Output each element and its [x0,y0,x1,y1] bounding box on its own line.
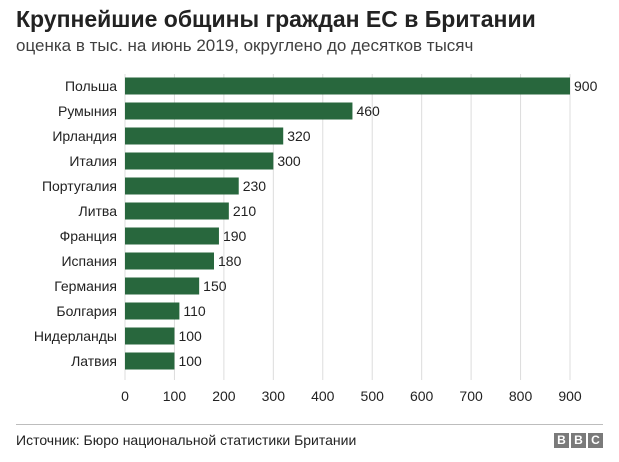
category-label: Германия [54,278,117,294]
bar [125,177,239,195]
bar [125,202,229,220]
x-tick-label: 800 [509,388,533,404]
x-tick-label: 100 [163,388,187,404]
category-label: Нидерланды [34,328,117,344]
bar [125,77,570,95]
value-label: 460 [356,103,380,119]
value-label: 190 [223,228,247,244]
category-label: Франция [60,228,117,244]
category-label: Испания [61,253,117,269]
value-label: 900 [574,78,598,94]
bar [125,277,200,295]
chart-subtitle: оценка в тыс. на июнь 2019, округлено до… [16,36,474,55]
x-tick-label: 900 [558,388,582,404]
bar [125,152,274,170]
value-label: 320 [287,128,311,144]
x-tick-label: 500 [361,388,385,404]
x-tick-label: 400 [311,388,335,404]
category-label: Польша [65,78,117,94]
bar [125,352,175,370]
source-note: Источник: Бюро национальной статистики Б… [16,432,357,448]
value-label: 230 [243,178,267,194]
x-tick-label: 0 [121,388,129,404]
bar [125,227,219,245]
category-label: Латвия [71,353,117,369]
bbc-logo: B B C [554,433,603,448]
bar [125,102,353,120]
x-tick-label: 300 [262,388,286,404]
value-label: 300 [277,153,301,169]
category-label: Италия [69,153,117,169]
category-label: Ирландия [52,128,117,144]
category-label: Литва [79,203,118,219]
category-label: Португалия [42,178,117,194]
chart-title: Крупнейшие общины граждан ЕС в Британии [16,6,536,32]
logo-letter-b1: B [554,433,569,448]
x-tick-label: 600 [410,388,434,404]
logo-letter-b2: B [571,433,586,448]
bar-chart: Польша 900 Румыния 460 Ирландия 320 Италия 300 П… [34,74,598,404]
logo-letter-c: C [588,433,603,448]
bar [125,127,284,145]
value-label: 180 [218,253,242,269]
value-label: 150 [203,278,227,294]
value-label: 110 [183,303,206,319]
category-label: Болгария [56,303,117,319]
bar [125,302,180,320]
bar [125,252,214,270]
value-label: 100 [178,353,202,369]
category-label: Румыния [58,103,117,119]
value-label: 210 [233,203,257,219]
value-label: 100 [178,328,202,344]
x-tick-label: 700 [459,388,483,404]
bar [125,327,175,345]
footer-divider [16,424,603,425]
x-tick-label: 200 [212,388,236,404]
